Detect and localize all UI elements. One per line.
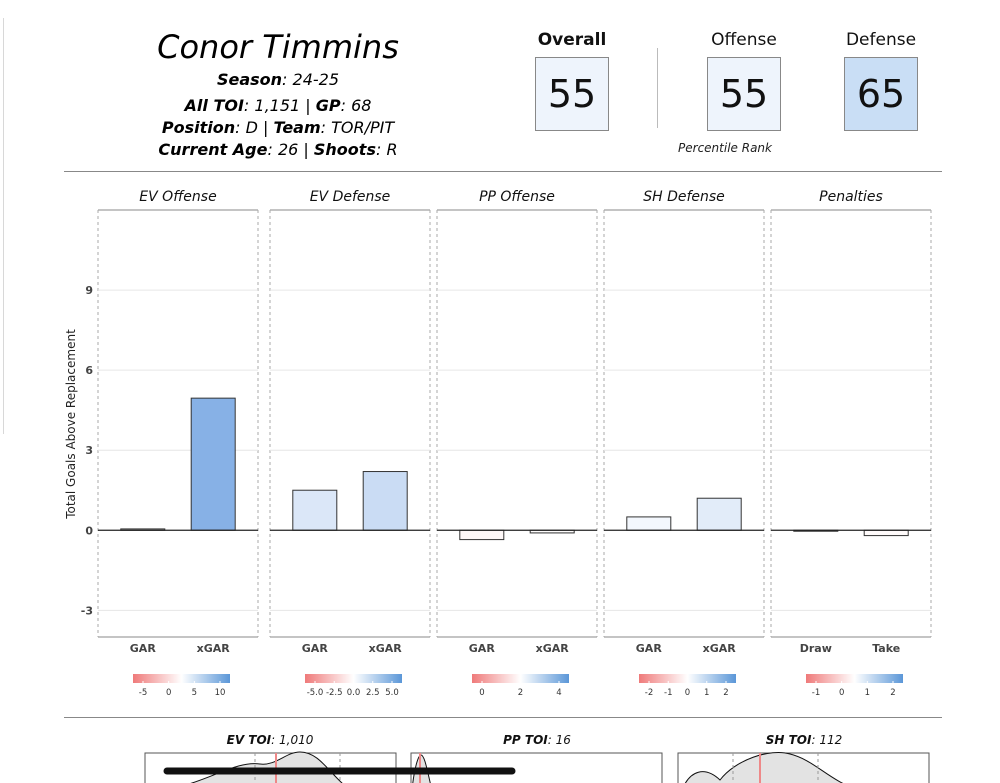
legend-tick-label: 5	[192, 688, 197, 698]
bar-xgar	[190, 397, 236, 531]
y-tick-label: 0	[85, 524, 93, 537]
legend-tick-label: 10	[215, 688, 226, 698]
offense-score-box: 55	[707, 57, 781, 131]
ev-toi-caption: EV TOI: 1,010	[227, 733, 314, 747]
legend-tick-label: 2	[518, 688, 523, 698]
legend-tick-label: 0.0	[347, 688, 361, 698]
panel-title: Penalties	[819, 189, 883, 205]
pp-toi-panel: PP TOI: 16	[410, 733, 663, 783]
y-axis-label: Total Goals Above Replacement	[64, 329, 78, 520]
panel-sh-defense: SH Defense GAR xGAR -2 -1 0 1 2	[603, 189, 765, 698]
x-tick-label: xGAR	[703, 642, 737, 655]
offense-label: Offense	[711, 30, 777, 50]
legend-tick-label: -1	[664, 688, 672, 698]
position-team-line: Position: D | Team: TOR/PIT	[161, 118, 395, 137]
legend-tick-label: -1	[812, 688, 820, 698]
legend-tick-label: 0	[479, 688, 484, 698]
legend-tick-label: 2.5	[366, 688, 380, 698]
bar-xgar	[362, 471, 408, 531]
color-legend-bar	[133, 674, 230, 683]
legend-tick-label: 2	[723, 688, 728, 698]
legend-tick-label: 1	[704, 688, 709, 698]
left-edge-line	[0, 18, 4, 434]
panel-ev-defense: EV Defense GAR xGAR -5.0 -2.5 0.0 2.5 5.0	[269, 189, 431, 698]
age-shoots-line: Current Age: 26 | Shoots: R	[158, 140, 398, 159]
overall-label: Overall	[537, 30, 607, 50]
y-tick-label: 3	[85, 444, 93, 457]
x-tick-label: xGAR	[369, 642, 403, 655]
toi-gp-line: All TOI: 1,151 | GP: 68	[184, 96, 372, 115]
toi-divider	[64, 717, 942, 718]
legend-tick-label: 2	[890, 688, 895, 698]
legend-tick-label: 0	[166, 688, 171, 698]
x-tick-label: Take	[872, 642, 900, 655]
legend-tick-label: 5.0	[385, 688, 399, 698]
legend-tick-label: -5	[139, 688, 147, 698]
legend-tick-label: 4	[556, 688, 561, 698]
y-tick-label: 6	[85, 364, 93, 377]
bar-gar	[292, 489, 338, 531]
pp-toi-caption: PP TOI: 16	[503, 733, 571, 747]
sh-toi-panel: SH TOI: 112	[677, 733, 930, 783]
panel-pp-offense: PP Offense GAR xGAR 0 2 4	[436, 189, 598, 698]
legend-tick-label: 0	[839, 688, 844, 698]
legend-tick-label: -2	[645, 688, 653, 698]
header-divider	[64, 171, 942, 172]
color-legend-bar	[305, 674, 402, 683]
panel-title: PP Offense	[479, 189, 555, 205]
defense-score-box: 65	[844, 57, 918, 131]
x-tick-label: xGAR	[536, 642, 570, 655]
x-tick-label: GAR	[469, 642, 496, 655]
x-tick-label: GAR	[636, 642, 663, 655]
color-legend-bar	[639, 674, 736, 683]
panel-title: EV Defense	[310, 189, 391, 205]
season-line: Season: 24-25	[216, 70, 340, 89]
x-tick-label: xGAR	[197, 642, 231, 655]
score-separator	[657, 48, 658, 128]
y-tick-label: -3	[81, 604, 93, 617]
x-tick-label: Draw	[800, 642, 832, 655]
y-tick-label: 9	[85, 284, 93, 297]
panel-penalties: Penalties Draw Take -1 0 1 2	[770, 189, 932, 698]
legend-tick-label: 1	[865, 688, 870, 698]
defense-label: Defense	[845, 30, 917, 50]
legend-tick-label: -5.0	[307, 688, 324, 698]
x-tick-label: GAR	[302, 642, 329, 655]
y-tick-labels: -3 0 3 6 9	[81, 284, 94, 617]
player-header: Conor Timmins Season: 24-25 All TOI: 1,1…	[0, 0, 1000, 170]
player-name: Conor Timmins	[157, 28, 399, 66]
color-legend-bar	[472, 674, 569, 683]
panel-title: SH Defense	[643, 189, 725, 205]
x-tick-label: GAR	[130, 642, 157, 655]
gar-chart: Total Goals Above Replacement -3 0 3 6 9 EV …	[64, 189, 932, 698]
legend-tick-label: -2.5	[326, 688, 343, 698]
panel-ev-offense: EV Offense GAR xGAR -5 0 5 10	[97, 189, 259, 698]
overall-score-box: 55	[535, 57, 609, 131]
percentile-rank-label: Percentile Rank	[678, 141, 772, 155]
ev-toi-panel: EV TOI: 1,010	[144, 733, 397, 783]
sh-toi-caption: SH TOI: 112	[766, 733, 842, 747]
panel-title: EV Offense	[139, 189, 216, 205]
bar-xgar	[696, 497, 742, 531]
legend-tick-label: 0	[685, 688, 690, 698]
color-legend-bar	[806, 674, 903, 683]
